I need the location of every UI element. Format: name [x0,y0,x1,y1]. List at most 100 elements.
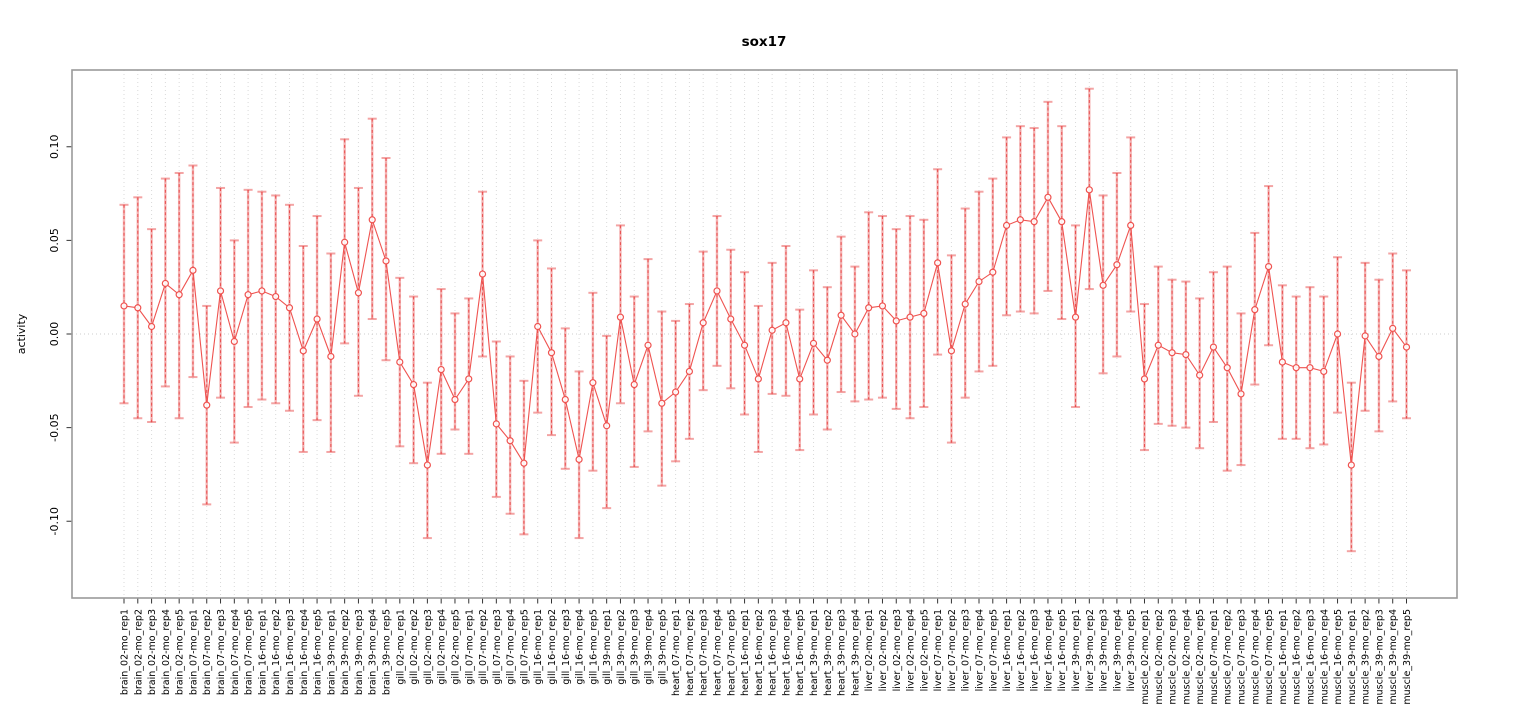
x-tick-label: liver_16-mo_rep2 [1016,609,1027,691]
plot-border [71,69,1458,599]
x-tick-label: muscle_16-mo_rep2 [1292,609,1303,705]
data-point [492,420,500,428]
x-tick-label: liver_07-mo_rep2 [947,609,958,691]
data-point [906,313,914,321]
data-point [1223,364,1231,372]
x-tick-label: liver_16-mo_rep5 [1057,609,1068,691]
data-point [989,268,997,276]
x-tick-label: gill_16-mo_rep4 [575,609,586,685]
x-tick-label: muscle_39-mo_rep4 [1388,609,1399,705]
x-tick-label: muscle_39-mo_rep1 [1347,609,1358,705]
data-point [796,375,804,383]
data-point [1209,343,1218,351]
data-point [437,365,445,374]
x-tick-label: heart_07-mo_rep1 [671,609,682,696]
x-tick-label: brain_02-mo_rep1 [120,609,131,695]
data-point [616,313,625,321]
x-tick-label: brain_16-mo_rep5 [313,609,324,695]
data-point [809,339,818,347]
chart-title: sox17 [742,34,787,50]
y-tick-label: 0.00 [48,322,61,347]
x-tick-label: muscle_02-mo_rep4 [1181,609,1192,705]
data-point [1127,221,1135,230]
data-point [1278,358,1286,366]
x-tick-label: gill_07-mo_rep3 [492,609,503,685]
x-tick-label: gill_16-mo_rep2 [547,609,558,685]
x-tick-label: muscle_07-mo_rep3 [1237,609,1248,705]
x-tick-label: liver_02-mo_rep3 [892,609,903,691]
x-tick-label: brain_02-mo_rep5 [175,609,186,695]
x-tick-label: liver_02-mo_rep4 [906,609,917,691]
data-point [1333,330,1342,338]
x-tick-label: heart_07-mo_rep5 [726,609,737,696]
x-tick-label: muscle_02-mo_rep1 [1140,609,1151,705]
x-tick-label: liver_07-mo_rep5 [988,609,999,691]
x-tick-label: heart_39-mo_rep1 [809,609,820,696]
data-point [258,287,266,295]
data-point [975,277,983,286]
data-point [782,319,790,327]
y-tick-label: -0.05 [48,413,61,441]
data-point [396,358,404,366]
data-point [1251,306,1259,314]
data-point [644,341,652,349]
data-point [920,309,928,318]
x-tick-label: brain_07-mo_rep4 [230,609,241,695]
x-tick-label: brain_02-mo_rep2 [133,609,144,695]
data-point [1196,371,1204,379]
data-point [1099,281,1107,289]
x-tick-label: liver_39-mo_rep3 [1099,609,1110,691]
data-point [1264,262,1273,271]
x-tick-label: brain_39-mo_rep2 [340,609,351,695]
data-points-layer [120,186,1411,469]
x-tick-label: brain_02-mo_rep3 [147,609,158,695]
data-point [1182,350,1190,359]
x-tick-label: muscle_16-mo_rep4 [1319,609,1330,705]
x-tick-label: gill_02-mo_rep5 [450,609,461,685]
data-point [603,422,611,430]
data-point [1085,186,1093,194]
data-point [299,347,307,355]
data-point [478,270,487,278]
data-point [216,287,225,295]
x-tick-label: muscle_16-mo_rep3 [1305,609,1316,705]
data-point [1237,390,1245,398]
data-point [685,367,694,376]
data-point [175,291,183,299]
x-tick-label: muscle_39-mo_rep3 [1374,609,1385,705]
x-tick-label: gill_02-mo_rep4 [437,609,448,685]
x-tick-label: gill_39-mo_rep4 [644,609,655,685]
data-point [561,395,569,404]
x-tick-label: muscle_07-mo_rep2 [1223,609,1234,705]
data-point [520,459,528,467]
data-point [630,380,638,389]
x-tick-label: heart_16-mo_rep4 [781,609,792,696]
data-point [1016,216,1024,224]
x-tick-label: brain_39-mo_rep1 [326,609,337,695]
x-tick-label: brain_39-mo_rep4 [368,609,379,695]
data-point [313,315,321,323]
data-point [423,461,431,469]
x-tick-label: heart_07-mo_rep4 [712,609,723,696]
data-point [1113,261,1121,269]
series-line-layer [123,189,1407,466]
x-tick-label: liver_16-mo_rep1 [1002,609,1013,691]
x-tick-label: muscle_02-mo_rep5 [1195,609,1206,705]
data-point [368,216,376,224]
x-tick-label: gill_07-mo_rep4 [506,609,517,685]
x-tick-label: heart_16-mo_rep2 [754,609,765,696]
data-point [230,337,238,346]
error-bars-layer [119,87,1411,553]
x-tick-label: brain_07-mo_rep5 [244,609,255,695]
x-tick-label: heart_16-mo_rep1 [740,609,751,696]
data-point [272,292,280,301]
data-point [961,300,969,308]
grid-layer [72,70,1457,598]
x-tick-label: heart_07-mo_rep2 [685,609,696,696]
data-point [740,341,749,349]
x-tick-label: gill_16-mo_rep1 [533,609,544,685]
data-point [658,399,666,407]
data-point [1140,375,1149,383]
x-tick-label: heart_39-mo_rep4 [850,609,861,696]
y-tick-label: 0.05 [48,228,61,253]
